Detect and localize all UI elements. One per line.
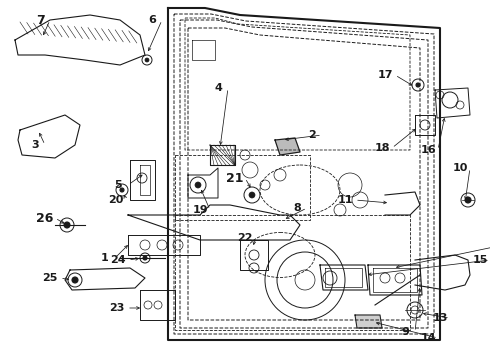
Text: 11: 11	[337, 195, 353, 205]
Text: 22: 22	[237, 233, 253, 243]
Text: 9: 9	[401, 327, 409, 337]
Circle shape	[465, 197, 471, 203]
Text: 14: 14	[420, 333, 436, 343]
Text: 17: 17	[377, 70, 393, 80]
Text: 15: 15	[472, 255, 488, 265]
Circle shape	[195, 182, 201, 188]
Text: 24: 24	[110, 255, 126, 265]
Text: 5: 5	[114, 180, 122, 190]
Text: 8: 8	[293, 203, 301, 213]
Text: 19: 19	[192, 205, 208, 215]
Text: 6: 6	[148, 15, 156, 25]
Circle shape	[143, 256, 147, 260]
Text: 18: 18	[374, 143, 390, 153]
Text: 3: 3	[31, 140, 39, 150]
Text: 20: 20	[108, 195, 123, 205]
Text: 23: 23	[109, 303, 124, 313]
Polygon shape	[355, 315, 382, 328]
Circle shape	[120, 188, 124, 192]
Text: 4: 4	[214, 83, 222, 93]
Text: 16: 16	[420, 145, 436, 155]
Polygon shape	[415, 255, 470, 290]
Text: 25: 25	[42, 273, 58, 283]
Circle shape	[416, 83, 420, 87]
Text: 13: 13	[432, 313, 448, 323]
Text: 21: 21	[226, 171, 244, 184]
Circle shape	[64, 222, 70, 228]
Polygon shape	[15, 15, 145, 65]
Circle shape	[72, 277, 78, 283]
Text: 1: 1	[101, 253, 109, 263]
Text: 10: 10	[452, 163, 467, 173]
Text: 2: 2	[308, 130, 316, 140]
Circle shape	[145, 58, 149, 62]
Polygon shape	[275, 138, 300, 155]
Circle shape	[249, 192, 255, 198]
Text: 26: 26	[36, 211, 54, 225]
Text: 7: 7	[36, 13, 45, 27]
